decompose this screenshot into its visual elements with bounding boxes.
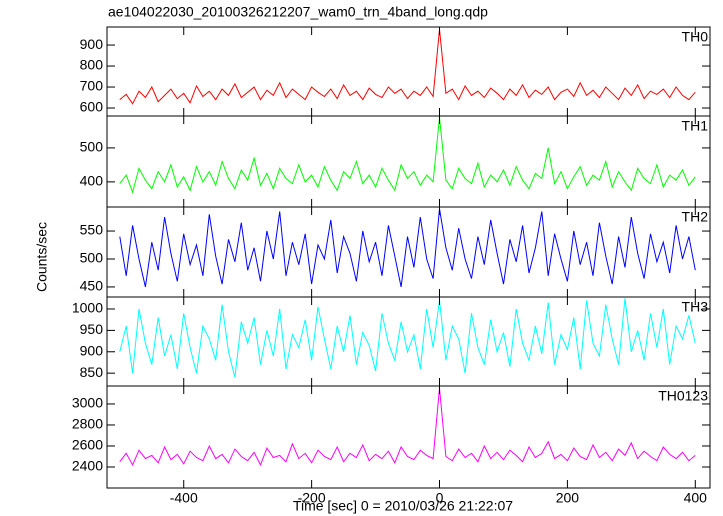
panel-frame (106, 296, 711, 387)
y-tick-label: 450 (80, 278, 104, 294)
data-line (119, 298, 696, 378)
panel-frame (106, 26, 711, 117)
y-tick-label: 900 (80, 36, 104, 52)
y-axis-label: Counts/sec (34, 222, 50, 292)
y-tick-label: 950 (80, 321, 104, 337)
panel-frame (106, 115, 711, 208)
y-tick-label: 500 (80, 139, 104, 155)
panel-label: TH3 (682, 299, 709, 315)
y-tick-label: 500 (80, 250, 104, 266)
y-tick-label: 800 (80, 57, 104, 73)
chart-title: ae104022030_20100326212207_wam0_trn_4ban… (108, 4, 488, 20)
x-tick-label: 0 (436, 490, 444, 506)
data-line (119, 388, 696, 467)
x-tick-label: -200 (298, 490, 326, 506)
y-tick-label: 600 (80, 99, 104, 115)
y-tick-label: 3000 (72, 395, 103, 411)
data-line (119, 29, 696, 105)
panel-label: TH0 (682, 29, 709, 45)
y-tick-label: 850 (80, 364, 104, 380)
y-tick-label: 400 (80, 173, 104, 189)
x-tick-label: 400 (684, 490, 708, 506)
panel-label: TH1 (682, 118, 709, 134)
y-tick-label: 900 (80, 342, 104, 358)
y-tick-label: 550 (80, 222, 104, 238)
panel-frame (106, 385, 711, 489)
y-tick-label: 2600 (72, 437, 103, 453)
panel-label: TH2 (682, 209, 709, 225)
y-tick-label: 700 (80, 78, 104, 94)
x-tick-label: -400 (170, 490, 198, 506)
data-line (119, 117, 696, 194)
y-tick-label: 2800 (72, 416, 103, 432)
data-line (119, 208, 696, 288)
panel-label: TH0123 (658, 388, 708, 404)
x-axis-label: Time [sec] 0 = 2010/03/26 21:22:07 (293, 498, 513, 514)
x-tick-label: 200 (556, 490, 580, 506)
y-tick-label: 1000 (72, 300, 103, 316)
y-tick-label: 2400 (72, 458, 103, 474)
